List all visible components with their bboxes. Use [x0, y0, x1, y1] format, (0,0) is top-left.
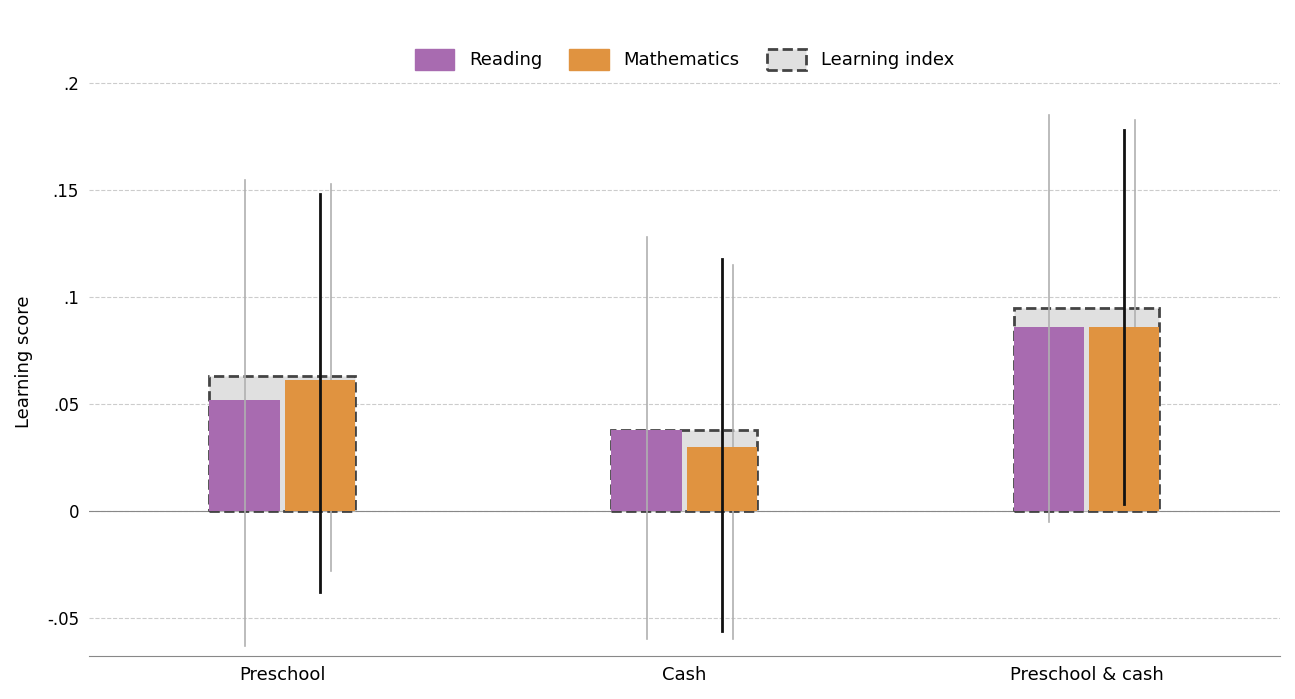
Bar	[210, 376, 355, 511]
Bar	[1089, 327, 1159, 511]
Y-axis label: Learning score: Learning score	[16, 295, 32, 428]
Bar	[1014, 308, 1159, 511]
Legend: Reading, Mathematics, Learning index: Reading, Mathematics, Learning index	[405, 40, 963, 79]
Bar	[686, 447, 758, 511]
Bar	[210, 400, 280, 511]
Bar	[285, 380, 355, 511]
Bar	[611, 430, 682, 511]
Bar	[611, 430, 758, 511]
Bar	[1014, 327, 1084, 511]
